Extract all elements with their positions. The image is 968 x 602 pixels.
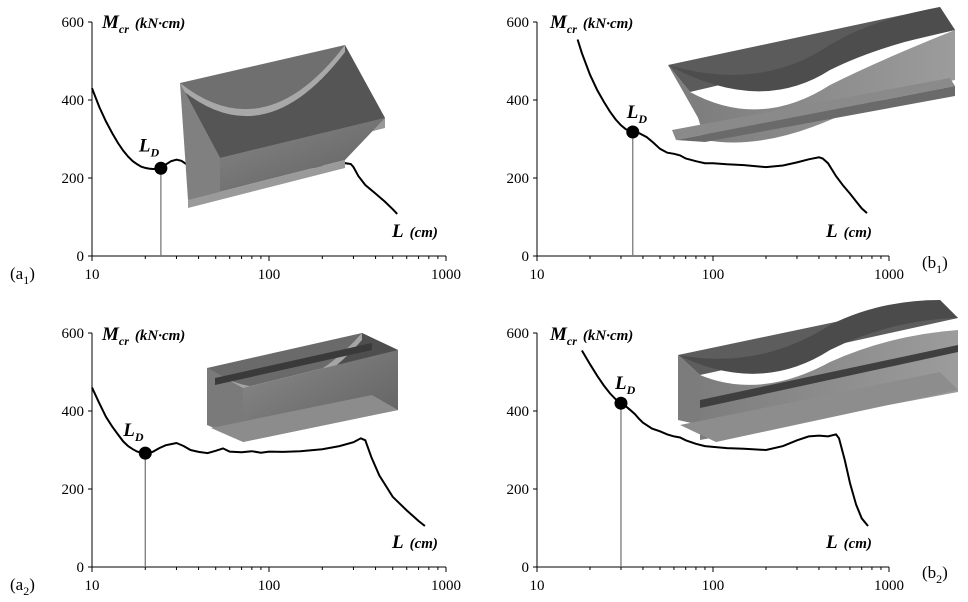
distortional-length-marker bbox=[626, 125, 640, 139]
buckling-mode-illustration-b2 bbox=[678, 300, 958, 442]
ld-label: LD bbox=[614, 373, 636, 397]
critical-moment-curve bbox=[91, 387, 426, 527]
x-tick-label: 100 bbox=[258, 267, 281, 283]
y-tick-label: 600 bbox=[62, 326, 85, 342]
y-tick-label: 0 bbox=[77, 249, 85, 265]
critical-moment-curve bbox=[576, 39, 868, 214]
distortional-length-marker bbox=[154, 161, 168, 175]
y-tick-label: 600 bbox=[507, 326, 530, 342]
x-tick-label: 1000 bbox=[431, 578, 461, 594]
y-tick-label: 200 bbox=[507, 482, 530, 498]
buckling-mode-illustration-a2 bbox=[207, 333, 398, 442]
y-tick-label: 600 bbox=[62, 15, 85, 31]
x-tick-label: 10 bbox=[530, 267, 545, 283]
x-tick-label: 100 bbox=[702, 267, 725, 283]
y-tick-label: 200 bbox=[62, 482, 85, 498]
panel-label: (a1) bbox=[10, 264, 35, 287]
y-axis-label: Mcr (kN·cm) bbox=[101, 324, 185, 348]
x-axis-label: L (cm) bbox=[825, 221, 872, 242]
y-tick-label: 400 bbox=[507, 93, 530, 109]
distortional-length-marker bbox=[138, 446, 152, 460]
panel-label: (a2) bbox=[10, 575, 35, 598]
ld-label: LD bbox=[122, 420, 144, 444]
buckling-mode-illustration-a1 bbox=[180, 45, 385, 208]
x-tick-label: 10 bbox=[85, 578, 100, 594]
y-tick-label: 0 bbox=[522, 560, 530, 576]
chart-panel-b2: 0 200 400 600 10 100 1000 LD Mcr (kN·cm) L (cm) (b2) bbox=[507, 324, 948, 594]
x-tick-label: 100 bbox=[258, 578, 281, 594]
x-tick-label: 1000 bbox=[874, 267, 904, 283]
x-axis-label: L (cm) bbox=[825, 532, 872, 553]
chart-panel-a2: 0 200 400 600 10 100 1000 LD Mcr (kN·cm) L (cm) (a2) bbox=[10, 324, 461, 598]
x-tick-label: 10 bbox=[85, 267, 100, 283]
x-axis-label: L (cm) bbox=[391, 532, 438, 553]
y-tick-label: 400 bbox=[507, 404, 530, 420]
y-tick-label: 200 bbox=[62, 171, 85, 187]
y-tick-label: 400 bbox=[62, 93, 85, 109]
chart-panel-b1: 0 200 400 600 10 100 1000 LD Mcr (kN·cm) L (cm) (b1) bbox=[507, 12, 948, 283]
y-tick-label: 0 bbox=[522, 249, 530, 265]
y-tick-label: 200 bbox=[507, 171, 530, 187]
buckling-mode-illustration-b1 bbox=[668, 7, 955, 143]
ld-label: LD bbox=[626, 102, 648, 126]
y-tick-label: 600 bbox=[507, 15, 530, 31]
y-axis-label: Mcr (kN·cm) bbox=[549, 324, 633, 348]
ld-label: LD bbox=[138, 135, 160, 159]
chart-panel-a1: 0 200 400 600 10 100 1000 LD Mcr (kN·cm) L (cm) (a1) bbox=[10, 12, 461, 287]
x-tick-label: 100 bbox=[702, 578, 725, 594]
y-axis-label: Mcr (kN·cm) bbox=[101, 12, 185, 36]
x-tick-label: 10 bbox=[530, 578, 545, 594]
y-tick-label: 400 bbox=[62, 404, 85, 420]
y-axis-label: Mcr (kN·cm) bbox=[549, 12, 633, 36]
panel-label: (b2) bbox=[922, 563, 948, 586]
y-tick-label: 0 bbox=[77, 560, 85, 576]
panel-label: (b1) bbox=[922, 253, 948, 276]
distortional-length-marker bbox=[614, 396, 628, 410]
x-tick-label: 1000 bbox=[874, 578, 904, 594]
x-axis-label: L (cm) bbox=[391, 221, 438, 242]
x-tick-label: 1000 bbox=[431, 267, 461, 283]
